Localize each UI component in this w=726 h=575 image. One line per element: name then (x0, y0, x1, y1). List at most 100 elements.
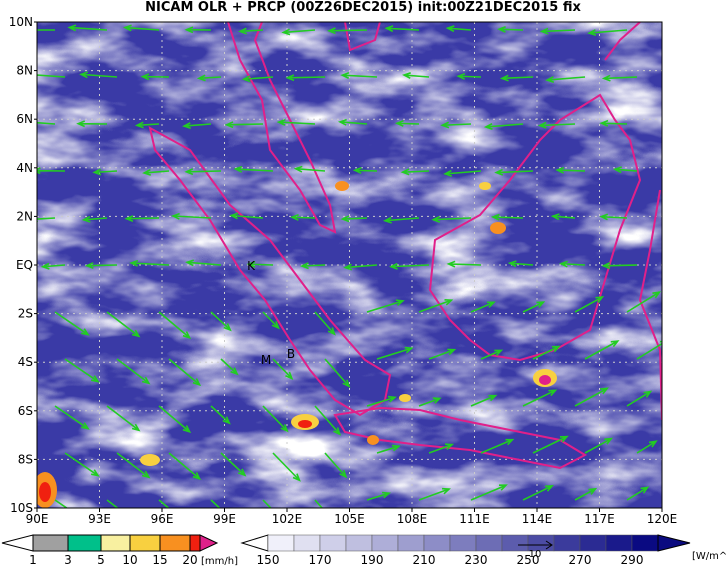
marker-label: B (287, 347, 295, 361)
wind-arrow (272, 358, 294, 380)
coastline-sulawesi (638, 189, 662, 421)
wind-arrow (185, 259, 222, 267)
wind-arrow (431, 215, 472, 223)
colorbar-box (605, 534, 633, 552)
wind-arrow (366, 395, 397, 407)
wind-arrow (574, 387, 610, 407)
wind-arrow (470, 484, 508, 501)
x-tick-label: 117E (584, 512, 615, 526)
wind-arrow (440, 121, 472, 129)
x-tick-label: 114E (522, 512, 553, 526)
coastline-peninsula (227, 22, 337, 234)
wind-arrow (281, 28, 316, 36)
wind-arrow (376, 444, 401, 454)
wind-arrow (558, 260, 586, 268)
wind-arrow (400, 168, 430, 176)
x-tick-label: 99E (213, 512, 236, 526)
y-tick-label: 8N (16, 64, 33, 78)
wind-arrow (326, 27, 368, 35)
wind-arrow (122, 24, 160, 32)
colorbar-box (267, 534, 295, 552)
colorbar-box (293, 534, 321, 552)
wind-arrow (40, 262, 66, 270)
wind-arrow (196, 74, 222, 82)
wind-arrow (241, 75, 274, 83)
wind-arrow (233, 165, 274, 173)
wind-arrow (366, 491, 391, 501)
colorbar-unit: [mm/h] (201, 556, 238, 567)
wind-arrow (599, 213, 628, 221)
title: NICAM OLR + PRCP (00Z26DEC2015) init:00Z… (145, 0, 581, 15)
wind-arrow (522, 389, 558, 407)
y-tick-label: 6N (16, 112, 33, 126)
colorbar-label: 15 (152, 553, 167, 567)
colorbar-box (631, 534, 659, 552)
wind-arrow (584, 340, 620, 360)
x-tick-label: 90E (26, 512, 49, 526)
wind-arrow (314, 499, 324, 508)
wind-arrow (418, 487, 451, 501)
colorbar-label: 170 (309, 553, 332, 567)
wind-arrow (601, 74, 638, 82)
colorbar-tip (657, 534, 691, 552)
wind-arrow (522, 485, 554, 501)
wind-arrow (76, 120, 108, 128)
wind-arrow (285, 74, 326, 82)
coastline-north (344, 22, 641, 61)
wind-arrow (497, 25, 524, 33)
wind-arrow (574, 296, 605, 313)
wind-arrow (613, 166, 638, 174)
wind-arrow (584, 437, 614, 454)
wind-vectors (37, 24, 662, 508)
colorbar-box (100, 534, 131, 552)
colorbar-unit: [W/m^2] (692, 551, 726, 562)
wind-arrow (182, 122, 212, 130)
wind-arrow (220, 358, 239, 376)
wind-arrow (507, 260, 534, 268)
colorbar-box (423, 534, 451, 552)
wind-arrow (470, 301, 496, 313)
colorbar-box (129, 534, 161, 552)
colorbar-box (579, 534, 607, 552)
wind-arrow (402, 72, 430, 79)
x-tick-label: 102E (272, 512, 303, 526)
wind-arrow (64, 452, 100, 477)
wind-arrow (550, 213, 576, 221)
colorbar-tip (199, 534, 219, 552)
wind-arrow (262, 311, 280, 330)
coastline-java (333, 406, 588, 470)
wind-arrow (92, 168, 118, 176)
colorbar-label: 250 (517, 553, 540, 567)
wind-arrow (337, 118, 368, 126)
wind-arrow (626, 291, 662, 313)
wind-arrow (532, 345, 561, 360)
wind-arrow (418, 298, 454, 313)
wind-arrow (210, 405, 231, 425)
wind-arrow (499, 74, 534, 82)
wind-arrow (116, 452, 151, 479)
wind-arrow (54, 405, 90, 430)
colorbar-label: 5 (97, 553, 105, 567)
wind-arrow (428, 348, 457, 360)
wind-arrow (54, 311, 90, 336)
wind-arrow (324, 452, 348, 479)
wind-arrow (626, 390, 653, 407)
wind-arrow (106, 311, 141, 338)
wind-arrow (134, 121, 160, 129)
wind-arrow (587, 29, 628, 36)
wind-arrow (37, 167, 66, 175)
colorbar-label: 230 (465, 553, 488, 567)
y-tick-label: EQ (16, 258, 33, 272)
colorbar-tip (240, 534, 269, 552)
marker-label: M (261, 353, 271, 367)
colorbar-label: 3 (64, 553, 72, 567)
plot-area (37, 22, 662, 508)
axes: 90E 93E 96E 99E 102E 105E 108E 111E 114E 117E 120E… (9, 15, 678, 526)
wind-arrow (106, 405, 141, 432)
wind-arrow (289, 213, 316, 221)
colorbar-box (159, 534, 191, 552)
colorbars: 1 3 5 10 15 20 [mm/h] 150 170 190 210 230 250 270 290 [… (1, 534, 726, 567)
colorbar-box (449, 534, 477, 552)
wind-arrow (418, 397, 442, 407)
wind-arrow (168, 358, 202, 387)
